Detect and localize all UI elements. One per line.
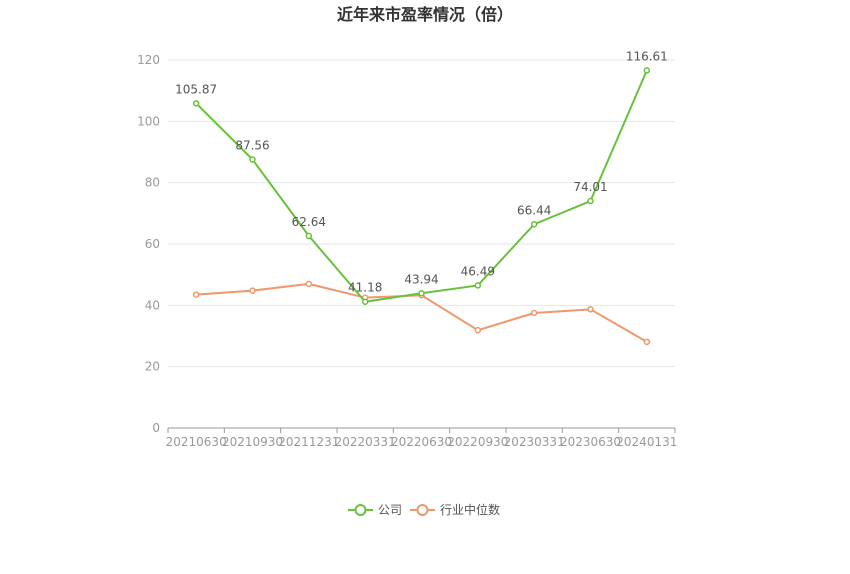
data-label: 116.61 xyxy=(626,49,668,63)
legend-marker-icon xyxy=(416,504,429,516)
x-tick-label: 20230331 xyxy=(504,435,565,449)
data-label: 43.94 xyxy=(404,272,438,286)
legend-marker-icon xyxy=(354,504,367,516)
y-tick-label: 40 xyxy=(145,298,160,312)
x-tick-label: 20240131 xyxy=(616,435,677,449)
data-label: 41.18 xyxy=(348,281,382,295)
series-layer: 105.87 87.56 62.64 41.18 43.94 46.49 66.44 74.0… xyxy=(175,49,668,346)
x-tick-label: 20220630 xyxy=(391,435,452,449)
data-point[interactable] xyxy=(643,67,651,74)
data-label: 66.44 xyxy=(517,203,551,217)
legend-item[interactable]: 行业中位数 xyxy=(410,502,500,517)
x-tick-label: 20211231 xyxy=(278,435,339,449)
x-tick-label: 20220930 xyxy=(447,435,508,449)
grid-lines xyxy=(168,59,675,368)
data-point[interactable] xyxy=(249,156,256,163)
y-tick-label: 60 xyxy=(145,237,160,251)
legend-label: 行业中位数 xyxy=(440,502,500,517)
data-point[interactable] xyxy=(249,287,256,294)
data-point[interactable] xyxy=(361,298,369,305)
data-label: 46.49 xyxy=(461,264,495,278)
data-label: 74.01 xyxy=(573,180,607,194)
data-point[interactable] xyxy=(305,232,313,240)
legend-label: 公司 xyxy=(378,503,402,517)
data-point[interactable] xyxy=(587,306,594,313)
data-point[interactable] xyxy=(192,100,200,107)
x-axis: 2021063020210930202112312022033120220630… xyxy=(166,427,677,449)
chart-title: 近年来市盈率情况（倍） xyxy=(337,5,513,24)
data-point[interactable] xyxy=(530,221,538,228)
x-tick-label: 20220331 xyxy=(335,435,396,449)
x-tick-label: 20210930 xyxy=(222,435,283,449)
data-point[interactable] xyxy=(643,338,651,346)
data-point[interactable] xyxy=(587,197,594,205)
data-point[interactable] xyxy=(474,282,482,289)
x-tick-label: 20230630 xyxy=(560,435,621,449)
data-point[interactable] xyxy=(418,290,425,297)
data-point[interactable] xyxy=(530,309,538,317)
y-tick-label: 20 xyxy=(145,360,160,374)
data-label: 62.64 xyxy=(292,215,326,229)
data-point[interactable] xyxy=(305,280,313,288)
y-tick-label: 120 xyxy=(137,53,160,67)
legend-item[interactable]: 公司 xyxy=(348,503,402,517)
y-axis: 0 20 40 60 80 100 120 xyxy=(137,53,160,435)
y-tick-label: 0 xyxy=(152,421,160,435)
data-label: 87.56 xyxy=(235,138,269,152)
y-tick-label: 100 xyxy=(137,114,160,128)
data-point[interactable] xyxy=(474,326,482,334)
series-group xyxy=(192,67,651,305)
data-point[interactable] xyxy=(192,291,200,298)
data-label: 105.87 xyxy=(175,82,217,96)
legend[interactable]: 公司 行业中位数 xyxy=(348,502,500,517)
y-tick-label: 80 xyxy=(145,176,160,190)
x-tick-label: 20210630 xyxy=(166,435,227,449)
